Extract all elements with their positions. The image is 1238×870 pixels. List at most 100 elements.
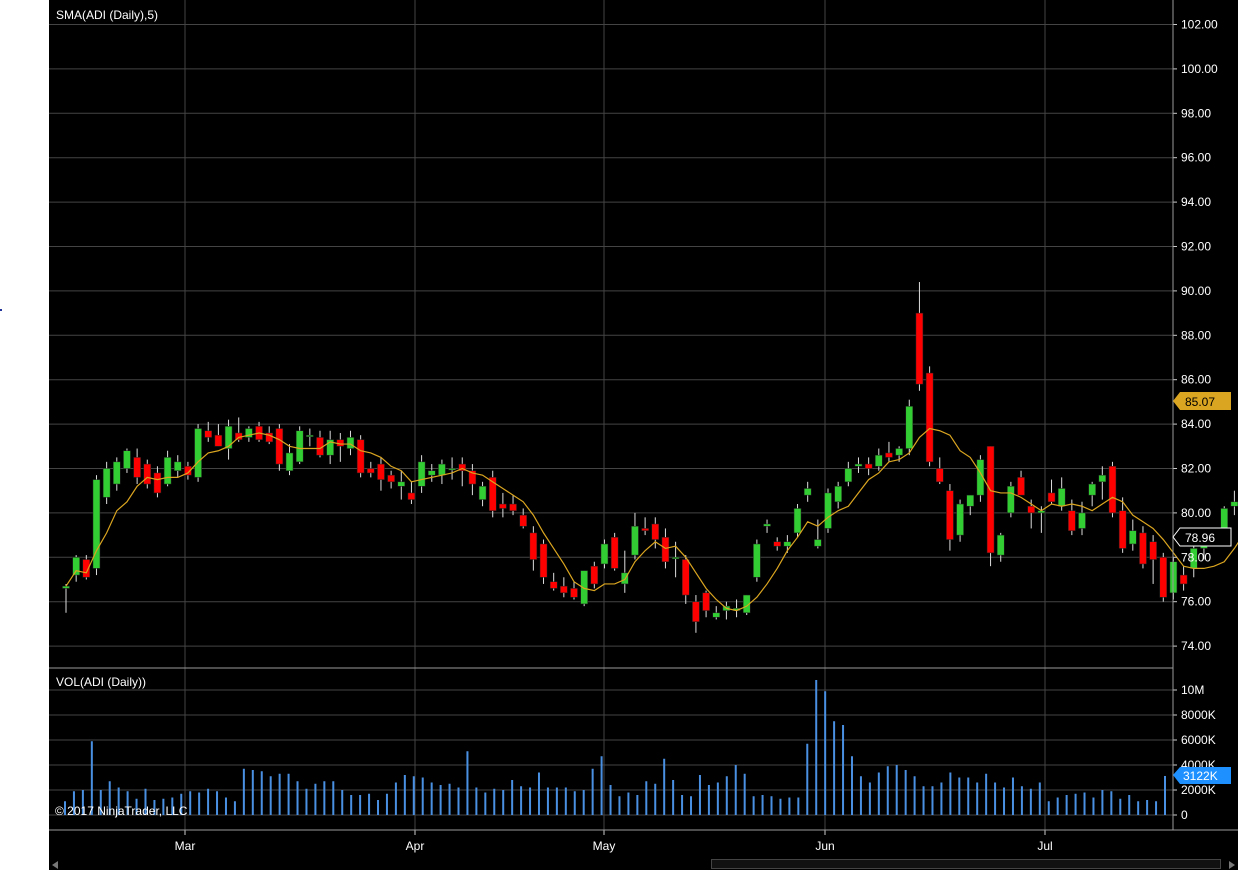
candle xyxy=(82,555,91,580)
month-tick-label: May xyxy=(593,839,616,853)
candle-body xyxy=(478,486,487,500)
candle xyxy=(996,532,1005,562)
candle xyxy=(814,519,822,549)
candle xyxy=(295,426,304,465)
candle-body xyxy=(1139,532,1147,565)
volume-bar xyxy=(761,795,764,815)
candle xyxy=(92,475,101,576)
volume-bar xyxy=(162,798,165,815)
candle-body xyxy=(580,570,588,605)
volume-bar xyxy=(1083,792,1086,815)
candle-body xyxy=(692,601,700,622)
candle xyxy=(316,430,324,458)
volume-tick-label: 2000K xyxy=(1181,783,1216,797)
volume-bar xyxy=(958,777,961,815)
scroll-left-arrow[interactable] xyxy=(52,861,58,869)
candle xyxy=(377,457,385,491)
chart-canvas[interactable]: 102.00 100.00 98.00 96.00 94.00 92.00 90.00 88.… xyxy=(49,0,1238,870)
month-tick-label: Jun xyxy=(815,839,834,853)
candle-body xyxy=(803,488,812,496)
candle xyxy=(1068,499,1076,536)
candle xyxy=(600,539,609,569)
volume-bar xyxy=(806,743,809,815)
candle-body xyxy=(1057,488,1066,507)
candle xyxy=(275,424,284,471)
price-tick-label: 82.00 xyxy=(1181,462,1211,476)
volume-bar xyxy=(314,783,317,815)
candle-body xyxy=(702,592,710,611)
candle-body xyxy=(590,565,599,585)
candle xyxy=(1017,470,1025,496)
candle xyxy=(641,517,649,536)
volume-bar xyxy=(385,793,388,815)
volume-bar xyxy=(609,785,612,815)
volume-bar xyxy=(904,770,907,815)
volume-bar xyxy=(1137,801,1140,815)
volume-bar xyxy=(734,765,737,815)
candle xyxy=(885,441,893,462)
candle-body xyxy=(996,534,1005,556)
candle-body xyxy=(936,468,944,483)
candle-body xyxy=(468,470,477,485)
volume-bar xyxy=(421,777,424,815)
price-tick-label: 76.00 xyxy=(1181,595,1211,609)
volume-bar xyxy=(260,771,263,815)
volume-bar xyxy=(99,790,102,815)
candle xyxy=(763,519,771,533)
volume-bar xyxy=(520,786,523,815)
volume-bar xyxy=(72,791,75,815)
candle-body xyxy=(986,446,995,554)
volume-bar xyxy=(985,773,988,815)
candle-body xyxy=(651,523,660,540)
candle xyxy=(488,470,497,518)
candle xyxy=(1078,501,1086,536)
volume-bar xyxy=(64,801,66,815)
candle-body xyxy=(915,312,924,385)
volume-bar xyxy=(1074,793,1077,815)
scroll-right-arrow[interactable] xyxy=(1229,861,1235,869)
volume-bar xyxy=(1119,798,1122,815)
candle-body xyxy=(864,463,873,469)
volume-bar xyxy=(251,770,254,815)
volume-bar xyxy=(189,791,192,815)
candle-body xyxy=(671,557,680,560)
price-tick-label: 100.00 xyxy=(1181,62,1218,76)
volume-bar xyxy=(1110,791,1113,815)
volume-bar xyxy=(207,788,210,815)
volume-bar xyxy=(1155,801,1158,815)
candle xyxy=(113,457,121,491)
candle xyxy=(153,466,162,498)
horizontal-scrollbar[interactable] xyxy=(49,858,1238,870)
candle-body xyxy=(387,474,395,483)
candle-body xyxy=(62,585,70,589)
candle-body xyxy=(133,457,141,478)
price-tick-label: 102.00 xyxy=(1181,18,1218,32)
candle xyxy=(692,595,700,633)
volume-bar xyxy=(1020,786,1023,815)
candle xyxy=(570,581,578,600)
candle xyxy=(72,555,80,582)
candle xyxy=(448,457,456,480)
candle xyxy=(539,539,548,584)
candle-body xyxy=(92,479,101,569)
price-tick-label: 90.00 xyxy=(1181,284,1211,298)
candle xyxy=(682,555,690,604)
volume-bar xyxy=(394,782,397,815)
candle xyxy=(1098,466,1107,500)
candle-body xyxy=(519,514,527,527)
volume-bar xyxy=(502,790,505,815)
candle-body xyxy=(570,588,578,598)
scroll-thumb[interactable] xyxy=(711,859,1221,869)
volume-bar xyxy=(537,772,540,815)
candle-body xyxy=(113,461,121,485)
candle-body xyxy=(143,463,152,485)
sma-value-label: 85.07 xyxy=(1185,395,1215,409)
candle xyxy=(529,526,538,571)
volume-bar xyxy=(475,787,478,815)
volume-bar xyxy=(1003,787,1006,815)
sma-line xyxy=(65,427,1238,612)
candle-body xyxy=(1108,466,1117,514)
volume-bar xyxy=(797,797,800,815)
chart-window: 102.00 100.00 98.00 96.00 94.00 92.00 90.00 88.… xyxy=(49,0,1238,870)
